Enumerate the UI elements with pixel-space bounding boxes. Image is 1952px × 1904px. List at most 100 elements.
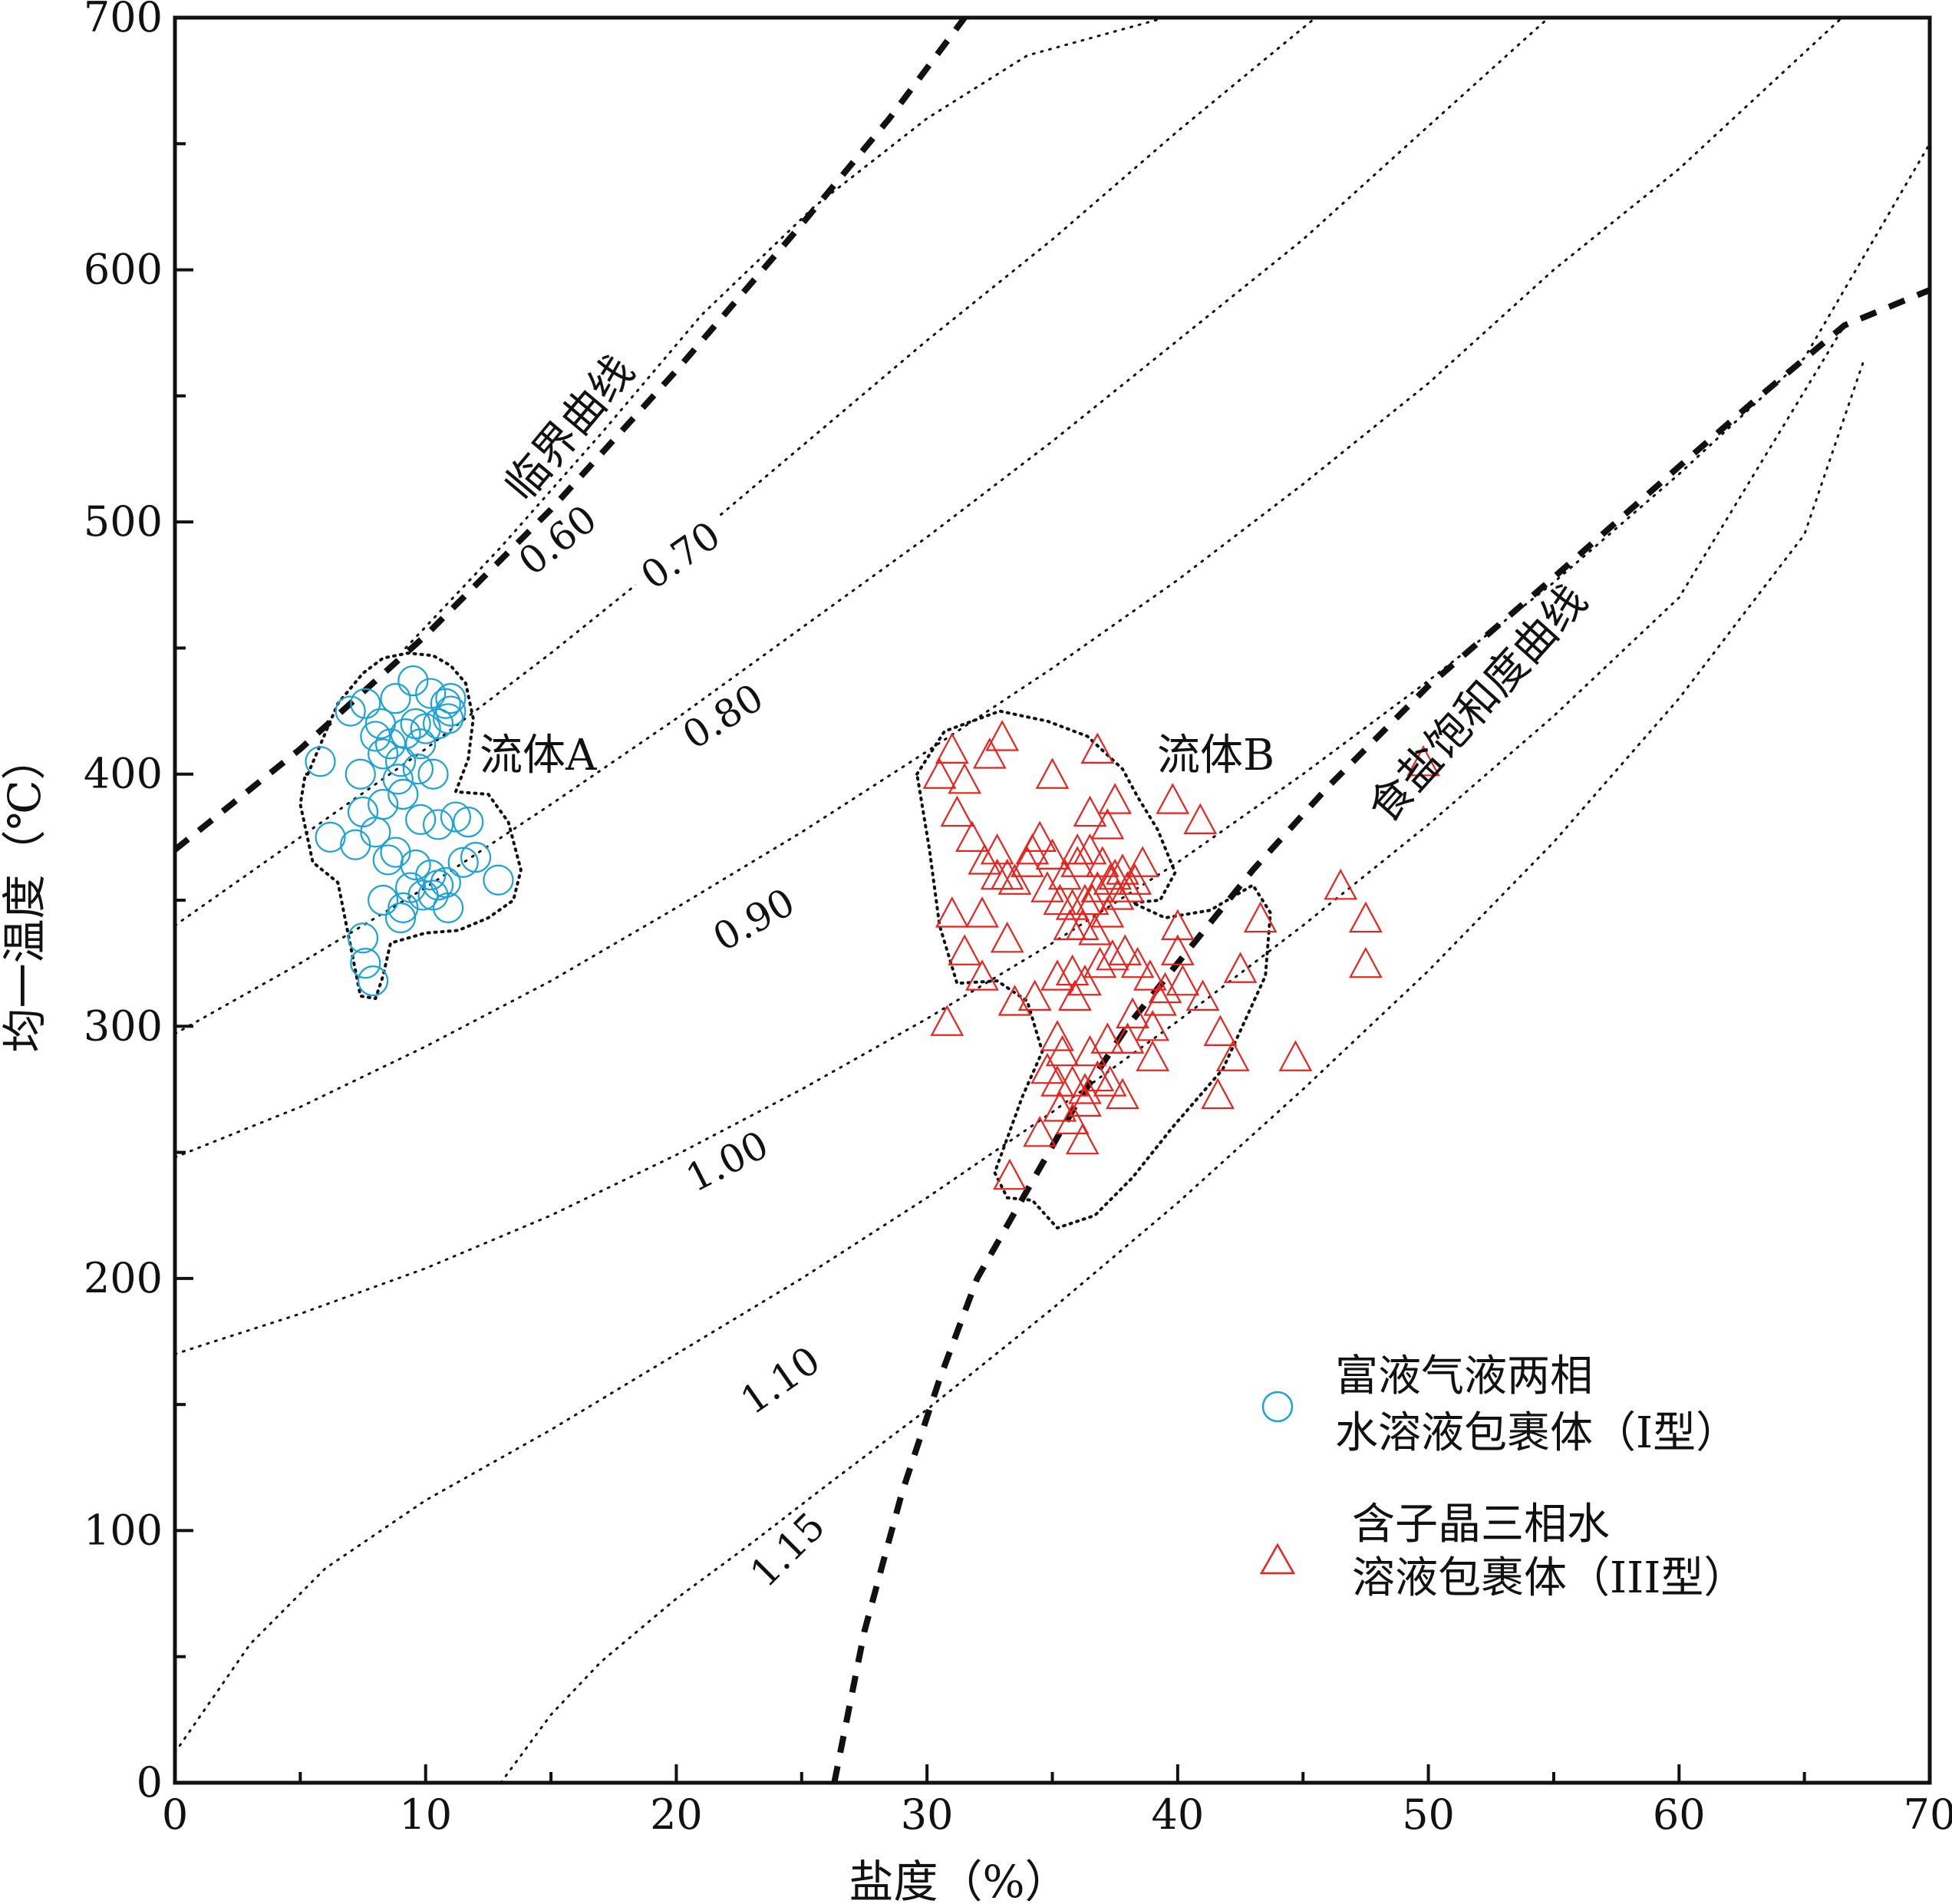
data-point-type1-circle <box>340 829 371 860</box>
data-point-type3-triangle <box>1055 1103 1090 1135</box>
legend-type3-line1: 含子晶三相水 <box>1352 1500 1610 1549</box>
data-point-type3-triangle <box>1078 914 1112 945</box>
data-point-type3-triangle <box>1108 934 1143 965</box>
data-point-type1-circle <box>382 764 414 795</box>
data-point-type3-triangle <box>980 833 1014 865</box>
data-point-type1-circle <box>422 809 454 840</box>
data-point-type3-triangle <box>993 1158 1027 1190</box>
data-point-type1-circle <box>387 778 419 810</box>
isochore-line-1-10 <box>173 324 1846 1754</box>
legend: 富液气液两相 水溶液包裹体（I型） 含子晶三相水 溶液包裹体（III型） <box>1259 1351 1746 1603</box>
data-point-type3-triangle <box>1098 858 1133 890</box>
data-point-type1-circle <box>483 864 514 896</box>
data-point-type3-triangle <box>1201 1077 1235 1110</box>
data-point-type3-triangle <box>1068 964 1102 996</box>
isochore-label-1-00: 1.00 <box>679 1122 776 1200</box>
data-point-type3-triangle <box>1143 985 1177 1016</box>
data-point-type3-triangle <box>985 720 1020 751</box>
data-point-type3-triangle <box>1015 833 1050 865</box>
data-point-type1-circle <box>380 683 411 714</box>
data-point-type1-circle <box>360 721 391 752</box>
data-point-type3-triangle <box>1136 1040 1170 1071</box>
data-point-type1-circle <box>345 758 376 790</box>
x-tick-label: 20 <box>650 1790 703 1839</box>
data-point-type1-circle <box>360 817 391 848</box>
data-point-type1-circle <box>384 746 417 777</box>
isochore-line-0-80 <box>173 16 1550 1035</box>
data-point-type3-triangle <box>930 1005 964 1036</box>
data-point-type3-triangle <box>935 896 969 928</box>
fluid-b-boundary <box>915 709 1272 1230</box>
data-point-type3-triangle <box>1203 1015 1238 1047</box>
data-point-type3-triangle <box>1073 795 1107 827</box>
isochore-label-bg <box>727 1338 839 1431</box>
data-point-type3-triangle <box>948 762 981 794</box>
legend-marker-type3 <box>1259 1543 1296 1575</box>
data-point-type1-circle <box>347 796 379 828</box>
data-point-type3-triangle <box>1030 871 1064 903</box>
data-point-type3-triangle <box>1161 934 1195 965</box>
y-tick-label: 100 <box>84 1506 163 1554</box>
data-point-type1-circle <box>453 807 484 838</box>
data-point-type3-triangle <box>1080 871 1115 903</box>
data-point-type3-triangle <box>1161 909 1195 941</box>
isochore-line-0-60 <box>404 16 1166 649</box>
data-point-type3-triangle <box>1045 1034 1080 1067</box>
data-point-type1-circle <box>350 688 381 719</box>
fluid-a-boundary <box>298 652 523 1001</box>
data-point-type3-triangle <box>1118 863 1152 895</box>
data-point-type3-triangle <box>1100 879 1135 910</box>
data-point-type3-triangle <box>1166 964 1200 996</box>
y-tick-label: 600 <box>84 246 163 294</box>
data-point-type1-circle <box>347 922 379 954</box>
data-point-type3-triangle <box>1133 959 1167 991</box>
y-tick-label: 400 <box>84 750 163 798</box>
data-point-type1-circle <box>460 842 492 873</box>
data-point-type1-circle <box>395 872 427 903</box>
isochore-label-bg <box>506 495 615 592</box>
data-point-type3-triangle <box>1080 732 1115 764</box>
data-point-type3-triangle <box>1065 1123 1100 1155</box>
data-point-type3-triangle <box>935 732 969 764</box>
data-point-type3-triangle <box>1215 1040 1250 1071</box>
isochore-line-0-90 <box>173 16 1844 1159</box>
data-point-type3-triangle <box>1110 1022 1145 1054</box>
data-point-type1-circle <box>368 884 399 916</box>
data-point-type3-triangle <box>1023 1115 1057 1147</box>
data-point-type3-triangle <box>1040 1020 1074 1051</box>
data-points-layer <box>305 665 1440 1190</box>
data-point-type3-triangle <box>1090 808 1125 840</box>
data-point-type3-triangle <box>1110 871 1145 903</box>
data-point-type3-triangle <box>1085 846 1119 877</box>
isochore-label-bg <box>669 675 782 766</box>
data-point-type1-circle <box>447 846 479 878</box>
halite-saturation-curve-line <box>831 287 1931 1784</box>
data-point-type3-triangle <box>1090 896 1125 928</box>
x-tick-label: 70 <box>1904 1790 1952 1839</box>
data-point-type3-triangle <box>968 843 1002 875</box>
legend-type1-line1: 富液气液两相 <box>1335 1351 1593 1401</box>
x-tick-label: 0 <box>162 1790 188 1839</box>
data-point-type3-triangle <box>1083 946 1117 978</box>
data-point-type3-triangle <box>1136 1009 1170 1041</box>
critical-curve-line <box>173 15 968 853</box>
data-point-type1-circle <box>415 860 447 891</box>
data-point-type3-triangle <box>1278 1040 1313 1071</box>
isochore-label-bg <box>739 1501 842 1605</box>
data-point-type3-triangle <box>1096 939 1129 971</box>
data-point-type3-triangle <box>955 820 989 853</box>
data-point-type3-triangle <box>1120 946 1155 978</box>
data-point-type3-triangle <box>1060 846 1095 877</box>
y-axis-title: 均一温度（℃） <box>0 736 51 1053</box>
axis-ticks <box>173 16 1931 1784</box>
x-axis-title: 盐度（%） <box>849 1856 1069 1904</box>
data-point-type3-triangle <box>1043 1091 1077 1122</box>
halite-curve-label: 食盐饱和度曲线 <box>1359 576 1598 833</box>
data-point-type3-triangle <box>1030 1052 1064 1084</box>
isochore-label-bg <box>672 1124 786 1207</box>
data-point-type3-triangle <box>1040 959 1074 991</box>
data-point-type3-triangle <box>1023 820 1057 853</box>
data-point-type3-triangle <box>1068 1085 1102 1117</box>
data-point-type3-triangle <box>990 921 1024 953</box>
data-point-type3-triangle <box>965 896 999 928</box>
